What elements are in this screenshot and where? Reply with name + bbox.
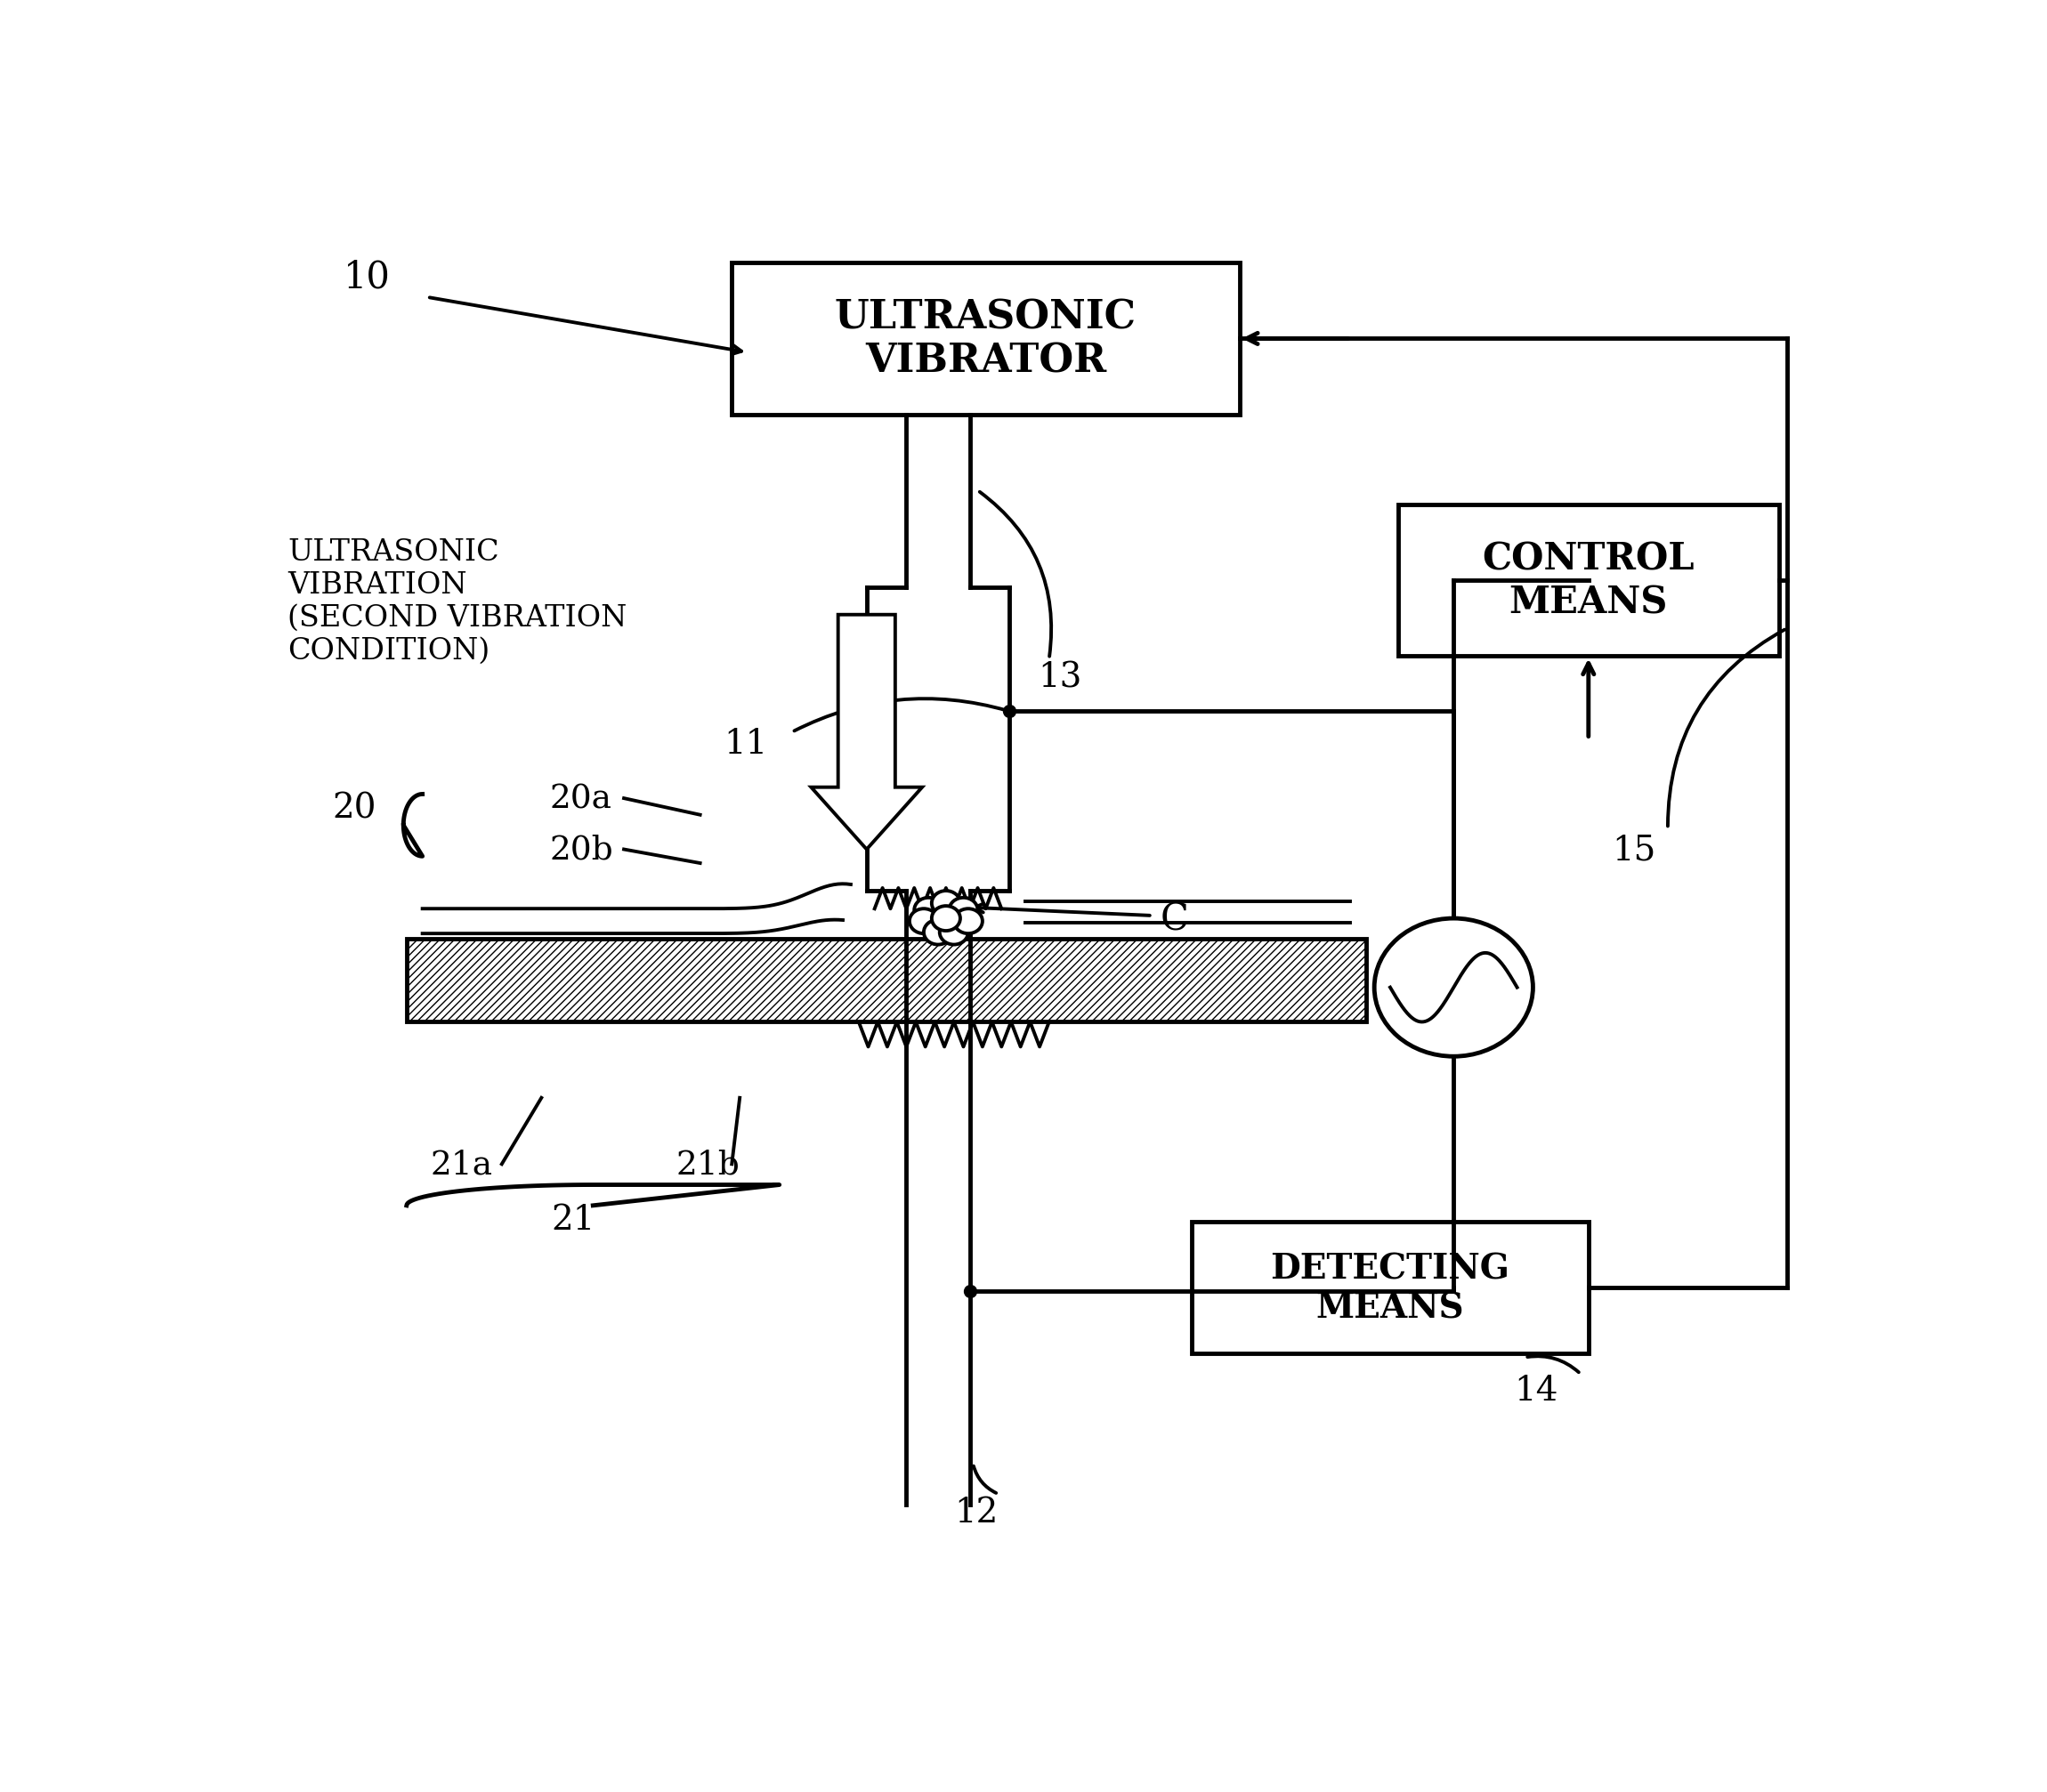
Circle shape [954, 909, 983, 934]
Bar [1398, 505, 1779, 656]
Circle shape [915, 898, 944, 923]
Circle shape [909, 909, 938, 934]
Circle shape [923, 919, 952, 944]
Text: 20: 20 [332, 792, 377, 824]
Circle shape [931, 891, 960, 916]
Text: 21: 21 [551, 1202, 596, 1236]
Bar [407, 939, 1367, 1021]
Text: 21a: 21a [430, 1149, 493, 1181]
Text: ULTRASONIC
VIBRATOR: ULTRASONIC VIBRATOR [835, 297, 1136, 380]
Text: 15: 15 [1613, 833, 1656, 866]
Text: C: C [1161, 900, 1189, 937]
Bar [407, 939, 1367, 1021]
Circle shape [940, 919, 968, 944]
Text: CONTROL
MEANS: CONTROL MEANS [1482, 541, 1695, 622]
Text: 11: 11 [725, 728, 768, 760]
Text: 20b: 20b [549, 833, 614, 866]
Polygon shape [811, 615, 923, 849]
Bar [733, 263, 1240, 416]
Circle shape [1374, 919, 1533, 1057]
Text: 21b: 21b [676, 1149, 741, 1181]
Circle shape [950, 898, 978, 923]
Text: 14: 14 [1515, 1374, 1558, 1407]
Text: 10: 10 [344, 258, 391, 296]
Text: ULTRASONIC
VIBRATION
(SECOND VIBRATION
CONDITION): ULTRASONIC VIBRATION (SECOND VIBRATION C… [287, 538, 626, 665]
Circle shape [931, 907, 960, 932]
Bar [1191, 1222, 1588, 1353]
Text: 20a: 20a [549, 783, 612, 815]
Text: 13: 13 [1038, 661, 1083, 694]
Text: DETECTING
MEANS: DETECTING MEANS [1271, 1253, 1511, 1324]
Text: 12: 12 [954, 1496, 997, 1529]
